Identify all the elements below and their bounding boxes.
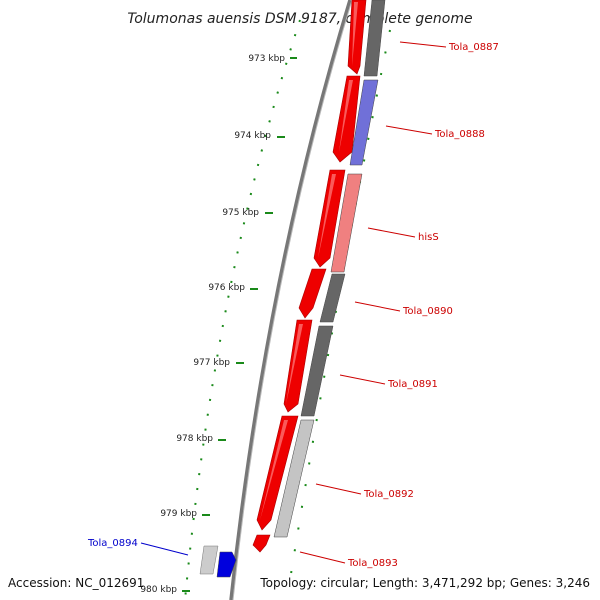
gene-block — [216, 551, 237, 578]
gene-label[interactable]: Tola_0890 — [402, 306, 453, 317]
scale-tick: 976 kbp — [208, 283, 258, 293]
scale-tick: 979 kbp — [160, 509, 210, 519]
gene-label[interactable]: Tola_0893 — [347, 558, 398, 569]
gene-block — [363, 0, 386, 77]
forward-gene-arrow — [283, 319, 313, 413]
scale-tick: 973 kbp — [248, 54, 297, 64]
gene-leader-line — [354, 301, 401, 312]
forward-gene-arrow — [252, 534, 271, 553]
scale-tick: 978 kbp — [176, 434, 226, 444]
tick-label: 979 kbp — [160, 509, 197, 519]
backbone-highlight — [232, 0, 353, 600]
forward-gene-arrow — [256, 415, 299, 531]
gene-block — [300, 325, 334, 417]
scale-tick: 980 kbp — [140, 585, 190, 595]
backbone-arc — [229, 0, 352, 600]
gene-leader-line — [385, 125, 433, 135]
gene-leader-line — [299, 551, 346, 564]
map-title: Tolumonas auensis DSM 9187, complete gen… — [127, 11, 472, 27]
arrow-highlight — [260, 420, 288, 520]
tick-label: 974 kbp — [234, 131, 271, 141]
tick-label: 976 kbp — [208, 283, 245, 293]
gene-label[interactable]: Tola_0891 — [387, 379, 438, 390]
gene-label[interactable]: Tola_0894 — [87, 538, 138, 549]
tick-label: 977 kbp — [193, 358, 230, 368]
gene-label-group[interactable]: hisS — [367, 227, 439, 243]
accession-text: Accession: NC_012691 — [8, 576, 144, 590]
gene-leader-line — [339, 374, 386, 385]
gene-label-group[interactable]: Tola_0888 — [385, 125, 485, 140]
scale-tick: 974 kbp — [234, 131, 285, 141]
gene-label-group[interactable]: Tola_0894 — [87, 538, 189, 556]
arrow-highlight — [352, 2, 358, 66]
forward-gene-arrow — [332, 75, 361, 163]
forward-gene-arrow — [313, 169, 346, 268]
arrow-highlight — [339, 80, 353, 152]
gene-block — [199, 545, 219, 575]
tick-label: 975 kbp — [222, 208, 259, 218]
gene-label-group[interactable]: Tola_0890 — [354, 301, 453, 317]
gene-block — [349, 79, 379, 166]
forward-gene-arrow — [298, 268, 327, 319]
gene-block — [330, 173, 363, 273]
gene-label-group[interactable]: Tola_0892 — [315, 483, 414, 500]
gene-block — [273, 419, 315, 538]
arrow-highlight — [286, 324, 303, 404]
gene-block — [319, 273, 346, 323]
topology-text: Topology: circular; Length: 3,471,292 bp… — [259, 576, 590, 590]
tick-label: 973 kbp — [248, 54, 285, 64]
gene-leader-line — [140, 542, 189, 556]
gene-leader-line — [367, 227, 416, 238]
gene-label[interactable]: Tola_0887 — [448, 42, 499, 53]
gene-label[interactable]: hisS — [418, 232, 439, 243]
tick-label: 978 kbp — [176, 434, 213, 444]
gene-leader-line — [399, 41, 447, 48]
gene-label[interactable]: Tola_0888 — [434, 129, 485, 140]
gene-leader-line — [315, 483, 362, 495]
scale-tick: 977 kbp — [193, 358, 244, 368]
gene-label-group[interactable]: Tola_0891 — [339, 374, 438, 390]
gene-label[interactable]: Tola_0892 — [363, 489, 414, 500]
tick-label: 980 kbp — [140, 585, 177, 595]
scale-tick: 975 kbp — [222, 208, 273, 218]
arrow-highlight — [318, 174, 336, 258]
gene-label-group[interactable]: Tola_0893 — [299, 551, 398, 569]
gene-label-group[interactable]: Tola_0887 — [399, 41, 499, 53]
